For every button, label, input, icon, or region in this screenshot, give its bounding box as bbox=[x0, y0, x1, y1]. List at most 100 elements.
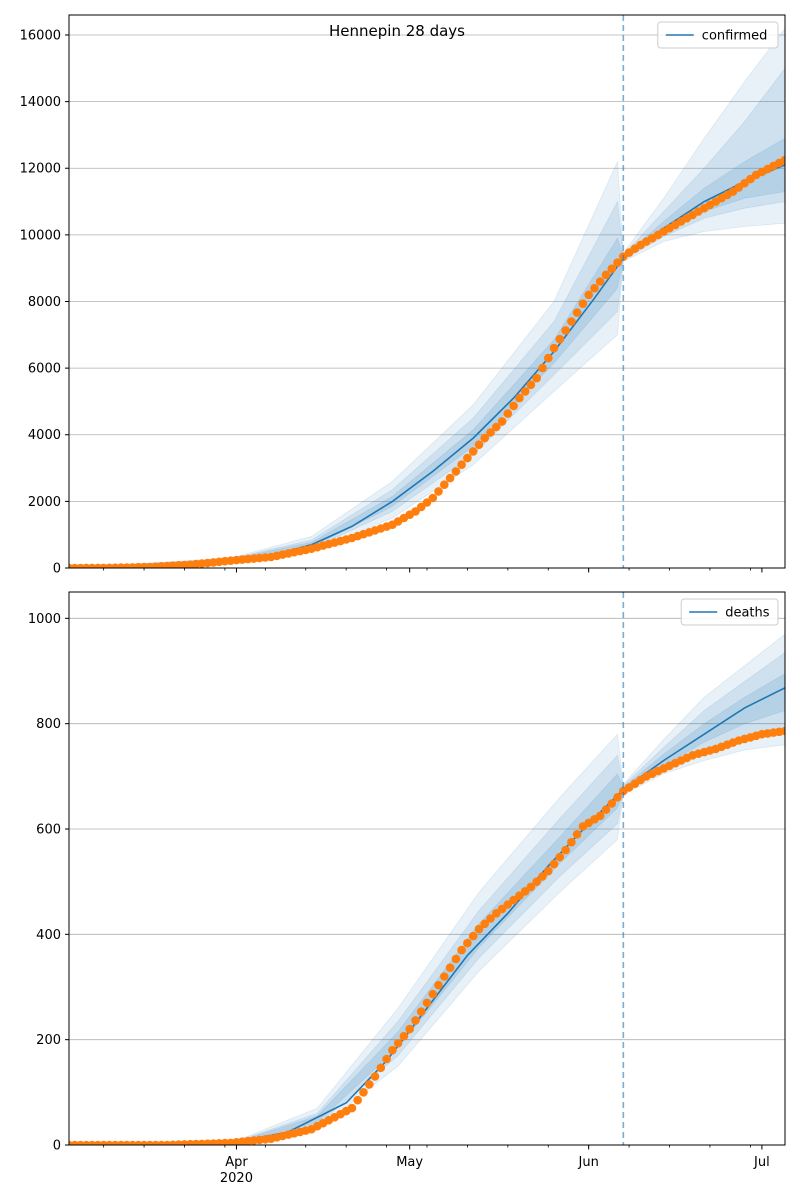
observed-point bbox=[365, 1080, 374, 1089]
y-tick-label: 14000 bbox=[20, 95, 61, 110]
observed-point bbox=[353, 1095, 363, 1105]
y-tick-label: 800 bbox=[36, 717, 61, 732]
observed-point bbox=[405, 1024, 415, 1034]
middle-credible-band bbox=[69, 652, 785, 1145]
observed-point bbox=[520, 387, 530, 396]
plot-area bbox=[69, 27, 785, 568]
observed-point bbox=[607, 799, 617, 808]
observed-point bbox=[503, 409, 513, 418]
legend-label: deaths bbox=[725, 606, 770, 621]
observed-point bbox=[428, 493, 438, 503]
observed-point bbox=[359, 1088, 368, 1097]
observed-point bbox=[474, 924, 484, 934]
x-tick-label: Apr bbox=[225, 1155, 248, 1170]
observed-point bbox=[538, 363, 547, 373]
observed-point bbox=[388, 1045, 397, 1055]
observed-point bbox=[480, 433, 490, 443]
observed-point bbox=[440, 480, 449, 490]
observed-point bbox=[613, 258, 622, 267]
y-tick-label: 600 bbox=[36, 823, 61, 838]
observed-point bbox=[780, 726, 785, 736]
observed-point bbox=[393, 1038, 403, 1048]
observed-point bbox=[572, 830, 582, 839]
plot-area bbox=[69, 633, 785, 1145]
y-tick-label: 2000 bbox=[28, 495, 61, 510]
observed-point bbox=[474, 440, 484, 450]
legend: deaths bbox=[680, 598, 779, 626]
legend-label: confirmed bbox=[702, 29, 768, 44]
observed-point bbox=[463, 453, 472, 463]
y-tick-label: 6000 bbox=[28, 362, 61, 377]
observed-point bbox=[544, 866, 553, 876]
y-tick-label: 10000 bbox=[20, 228, 61, 243]
observed-point bbox=[584, 290, 593, 300]
x-tick-label: May bbox=[396, 1155, 423, 1170]
y-tick-label: 200 bbox=[36, 1033, 61, 1048]
observed-point bbox=[555, 334, 565, 344]
y-tick-label: 16000 bbox=[20, 28, 61, 43]
y-tick-label: 0 bbox=[53, 1139, 61, 1154]
y-tick-label: 0 bbox=[53, 562, 61, 577]
observed-point bbox=[497, 417, 507, 426]
observed-point bbox=[445, 473, 455, 483]
observed-point bbox=[468, 447, 478, 456]
x-tick-year-label: 2020 bbox=[220, 1171, 253, 1186]
observed-point bbox=[422, 998, 432, 1008]
observed-point bbox=[607, 264, 617, 274]
legend-box bbox=[657, 21, 779, 49]
outer-credible-band bbox=[69, 633, 785, 1145]
inner-credible-band bbox=[69, 137, 785, 568]
observed-point bbox=[370, 1072, 380, 1081]
observed-point bbox=[382, 1054, 391, 1064]
observed-point bbox=[578, 299, 588, 309]
observed-point bbox=[549, 859, 559, 869]
observed-point bbox=[526, 380, 536, 390]
observed-point bbox=[440, 972, 449, 981]
observed-point bbox=[561, 326, 570, 335]
observed-point bbox=[532, 877, 541, 886]
observed-point bbox=[567, 837, 576, 847]
observed-point bbox=[561, 845, 570, 855]
confirmed-panel: 0 2000 4000 6000 8000 10000 12000 14000 16000 con… bbox=[20, 14, 786, 577]
observed-point bbox=[347, 1103, 357, 1113]
observed-point bbox=[376, 1063, 386, 1073]
y-tick-label: 1000 bbox=[28, 612, 61, 627]
observed-point bbox=[486, 428, 495, 437]
observed-point bbox=[526, 882, 536, 892]
observed-point bbox=[457, 460, 466, 470]
legend: confirmed bbox=[657, 21, 779, 49]
observed-point bbox=[567, 317, 576, 326]
legend-box bbox=[680, 598, 779, 626]
observed-point bbox=[451, 954, 461, 964]
observed-point bbox=[613, 793, 622, 802]
observed-point bbox=[422, 498, 432, 507]
observed-point bbox=[399, 1031, 409, 1041]
observed-point bbox=[555, 852, 565, 862]
observed-point bbox=[411, 1016, 420, 1025]
x-tick-label: Jul bbox=[753, 1155, 770, 1170]
observed-point bbox=[780, 155, 785, 165]
observed-point bbox=[595, 811, 605, 821]
outer-credible-band bbox=[69, 27, 785, 568]
observed-point bbox=[595, 277, 605, 286]
observed-point bbox=[590, 283, 599, 293]
observed-point bbox=[468, 931, 478, 941]
observed-point bbox=[434, 980, 443, 990]
observed-point bbox=[544, 353, 553, 363]
observed-point bbox=[492, 422, 501, 432]
observed-point bbox=[457, 945, 466, 955]
observed-point bbox=[601, 805, 611, 814]
observed-point bbox=[538, 872, 547, 881]
x-tick-label: Jun bbox=[578, 1155, 599, 1170]
observed-point bbox=[486, 914, 495, 923]
observed-point bbox=[445, 963, 455, 972]
y-tick-label: 8000 bbox=[28, 295, 61, 310]
observed-point bbox=[515, 393, 524, 403]
observed-point bbox=[480, 919, 490, 929]
y-tick-label: 12000 bbox=[20, 162, 61, 177]
y-tick-label: 400 bbox=[36, 928, 61, 943]
observed-point bbox=[572, 308, 582, 317]
